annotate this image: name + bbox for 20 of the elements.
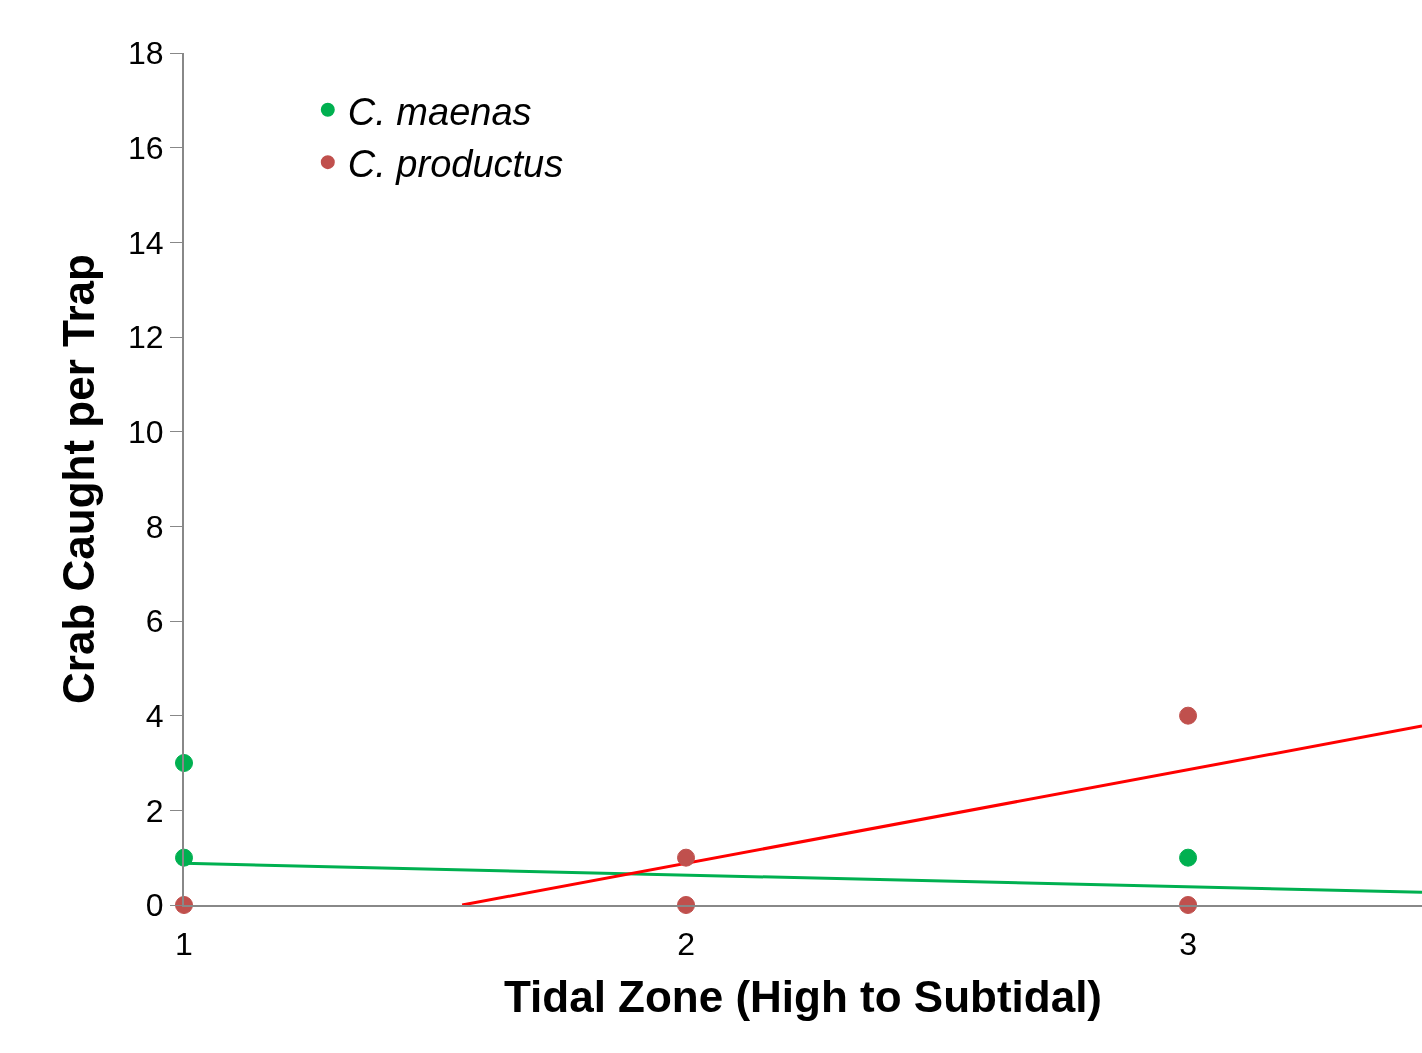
y-tick-label: 8	[145, 508, 164, 545]
y-tick-label: 10	[128, 413, 164, 450]
y-tick-label: 0	[145, 887, 164, 924]
x-axis-title: Tidal Zone (High to Subtidal)	[503, 972, 1103, 1022]
y-tick-label: 4	[145, 697, 164, 734]
point	[1179, 848, 1198, 867]
y-tick-label: 12	[128, 319, 164, 356]
legend-label: C. productus	[347, 142, 564, 185]
point	[677, 848, 696, 867]
y-tick-label: 18	[128, 35, 164, 72]
x-tick-label: 2	[677, 926, 695, 963]
x-tick-label: 3	[1179, 926, 1197, 963]
y-tick-label: 14	[128, 224, 164, 261]
point	[1179, 706, 1198, 725]
x-tick-label: 1	[175, 926, 193, 963]
legend-label: C. maenas	[347, 90, 532, 133]
y-tick-label: 2	[145, 792, 164, 829]
y-axis-title: Crab Caught per Trap	[53, 254, 103, 704]
y-tick-label: 6	[145, 603, 164, 640]
y-tick-label: 16	[128, 129, 164, 166]
